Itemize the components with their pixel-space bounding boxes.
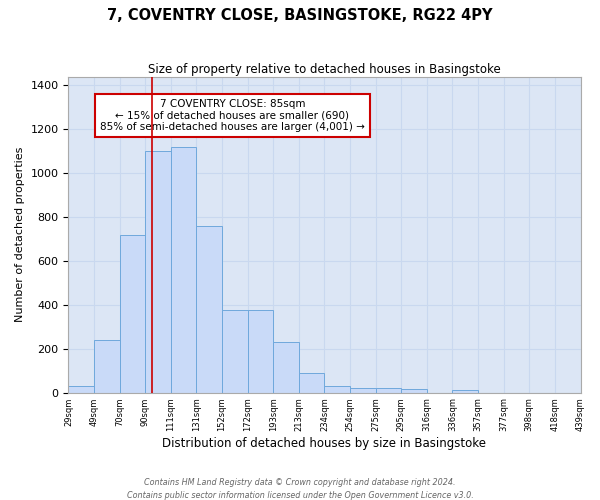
- Bar: [145, 152, 171, 392]
- Bar: [94, 340, 119, 392]
- Title: Size of property relative to detached houses in Basingstoke: Size of property relative to detached ho…: [148, 62, 501, 76]
- Bar: [222, 310, 248, 392]
- Bar: [68, 386, 94, 392]
- Bar: [401, 390, 427, 392]
- Bar: [248, 310, 273, 392]
- Bar: [119, 234, 145, 392]
- Text: 7 COVENTRY CLOSE: 85sqm
← 15% of detached houses are smaller (690)
85% of semi-d: 7 COVENTRY CLOSE: 85sqm ← 15% of detache…: [100, 99, 365, 132]
- Text: Contains HM Land Registry data © Crown copyright and database right 2024.
Contai: Contains HM Land Registry data © Crown c…: [127, 478, 473, 500]
- Bar: [171, 147, 196, 392]
- X-axis label: Distribution of detached houses by size in Basingstoke: Distribution of detached houses by size …: [163, 437, 487, 450]
- Bar: [196, 226, 222, 392]
- Bar: [299, 373, 325, 392]
- Bar: [273, 342, 299, 392]
- Bar: [452, 390, 478, 392]
- Y-axis label: Number of detached properties: Number of detached properties: [15, 147, 25, 322]
- Bar: [376, 388, 401, 392]
- Bar: [325, 386, 350, 392]
- Text: 7, COVENTRY CLOSE, BASINGSTOKE, RG22 4PY: 7, COVENTRY CLOSE, BASINGSTOKE, RG22 4PY: [107, 8, 493, 22]
- Bar: [350, 388, 376, 392]
